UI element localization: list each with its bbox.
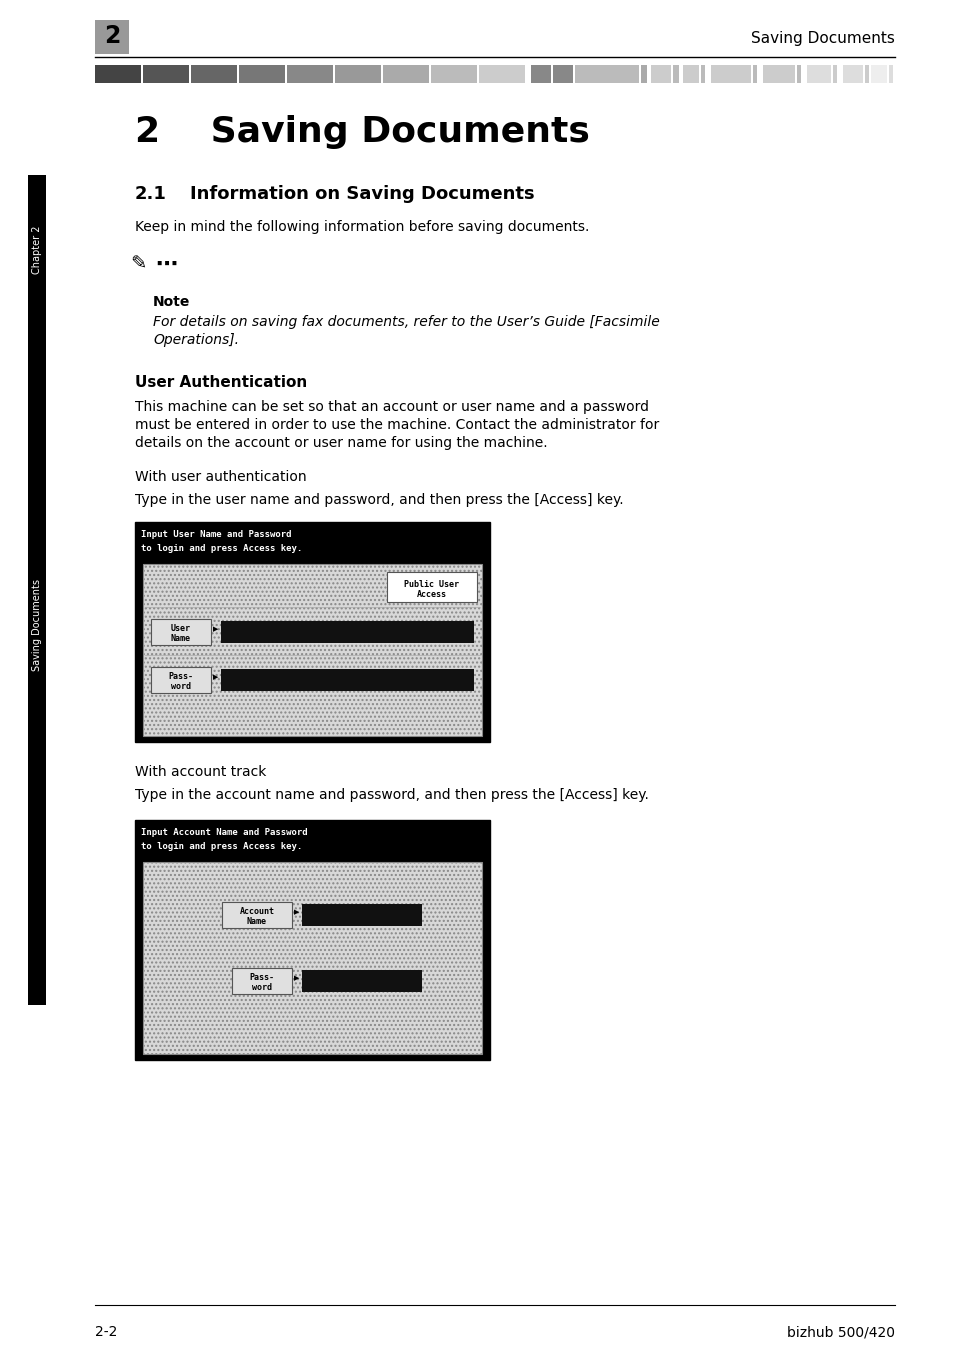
Bar <box>287 65 333 82</box>
Text: 2    Saving Documents: 2 Saving Documents <box>135 115 589 149</box>
Text: Account
Name: Account Name <box>239 907 274 926</box>
Bar <box>752 65 756 82</box>
Bar <box>700 65 704 82</box>
Text: Keep in mind the following information before saving documents.: Keep in mind the following information b… <box>135 220 589 234</box>
Bar <box>387 572 476 602</box>
Bar <box>431 65 476 82</box>
Text: to login and press Access key.: to login and press Access key. <box>141 842 302 850</box>
Text: Input User Name and Password: Input User Name and Password <box>141 530 292 539</box>
Text: 2.1: 2.1 <box>135 185 167 203</box>
Bar <box>796 65 800 82</box>
Text: ✎: ✎ <box>130 256 146 274</box>
Text: Saving Documents: Saving Documents <box>32 579 42 671</box>
Bar <box>650 65 670 82</box>
Bar <box>842 65 862 82</box>
Text: This machine can be set so that an account or user name and a password: This machine can be set so that an accou… <box>135 400 648 414</box>
Bar <box>135 522 490 742</box>
Bar <box>639 65 646 82</box>
Bar <box>806 65 830 82</box>
Bar <box>151 667 211 694</box>
Text: Type in the account name and password, and then press the [Access] key.: Type in the account name and password, a… <box>135 788 648 802</box>
Text: With account track: With account track <box>135 765 266 779</box>
Bar <box>143 65 190 82</box>
Bar <box>552 65 572 82</box>
Text: With user authentication: With user authentication <box>135 470 306 484</box>
Bar <box>531 65 551 82</box>
Bar <box>222 902 292 927</box>
Bar <box>143 564 481 735</box>
Bar <box>682 65 699 82</box>
Text: Information on Saving Documents: Information on Saving Documents <box>190 185 534 203</box>
Text: ⋯: ⋯ <box>154 256 177 274</box>
Bar <box>232 968 292 994</box>
Text: User Authentication: User Authentication <box>135 375 307 389</box>
Text: 2: 2 <box>104 24 120 49</box>
Text: Operations].: Operations]. <box>152 333 239 347</box>
Bar <box>191 65 237 82</box>
Bar <box>135 821 490 1060</box>
Text: must be entered in order to use the machine. Contact the administrator for: must be entered in order to use the mach… <box>135 418 659 433</box>
Text: ▶: ▶ <box>213 675 218 680</box>
Bar <box>478 65 525 82</box>
Bar <box>382 65 429 82</box>
Text: ▶: ▶ <box>213 626 218 631</box>
Bar <box>151 619 211 645</box>
Bar <box>832 65 836 82</box>
Text: 2-2: 2-2 <box>95 1325 117 1338</box>
Text: to login and press Access key.: to login and press Access key. <box>141 544 302 553</box>
Text: Pass-
word: Pass- word <box>169 672 193 691</box>
Text: Chapter 2: Chapter 2 <box>32 226 42 274</box>
Text: Public User
Access: Public User Access <box>404 580 459 599</box>
Bar <box>762 65 794 82</box>
Text: Input Account Name and Password: Input Account Name and Password <box>141 827 307 837</box>
Bar <box>710 65 750 82</box>
Text: For details on saving fax documents, refer to the User’s Guide [Facsimile: For details on saving fax documents, ref… <box>152 315 659 329</box>
Bar <box>302 904 421 926</box>
Text: details on the account or user name for using the machine.: details on the account or user name for … <box>135 435 547 450</box>
Bar <box>302 969 421 992</box>
Bar <box>143 863 481 1055</box>
Bar <box>672 65 679 82</box>
Text: Note: Note <box>152 295 191 310</box>
Bar <box>28 174 46 1005</box>
Text: Type in the user name and password, and then press the [Access] key.: Type in the user name and password, and … <box>135 493 623 507</box>
Bar <box>575 65 639 82</box>
Text: User
Name: User Name <box>171 625 191 644</box>
Bar <box>870 65 886 82</box>
Text: ▶: ▶ <box>294 975 299 982</box>
Bar <box>221 669 474 691</box>
Bar <box>239 65 285 82</box>
Bar <box>863 65 867 82</box>
Text: bizhub 500/420: bizhub 500/420 <box>786 1325 894 1338</box>
Text: Pass-
word: Pass- word <box>250 973 274 992</box>
Text: ▶: ▶ <box>294 909 299 915</box>
Bar <box>887 65 892 82</box>
Bar <box>95 20 129 54</box>
Bar <box>221 621 474 644</box>
Text: Saving Documents: Saving Documents <box>750 31 894 46</box>
Bar <box>95 65 141 82</box>
Bar <box>335 65 381 82</box>
